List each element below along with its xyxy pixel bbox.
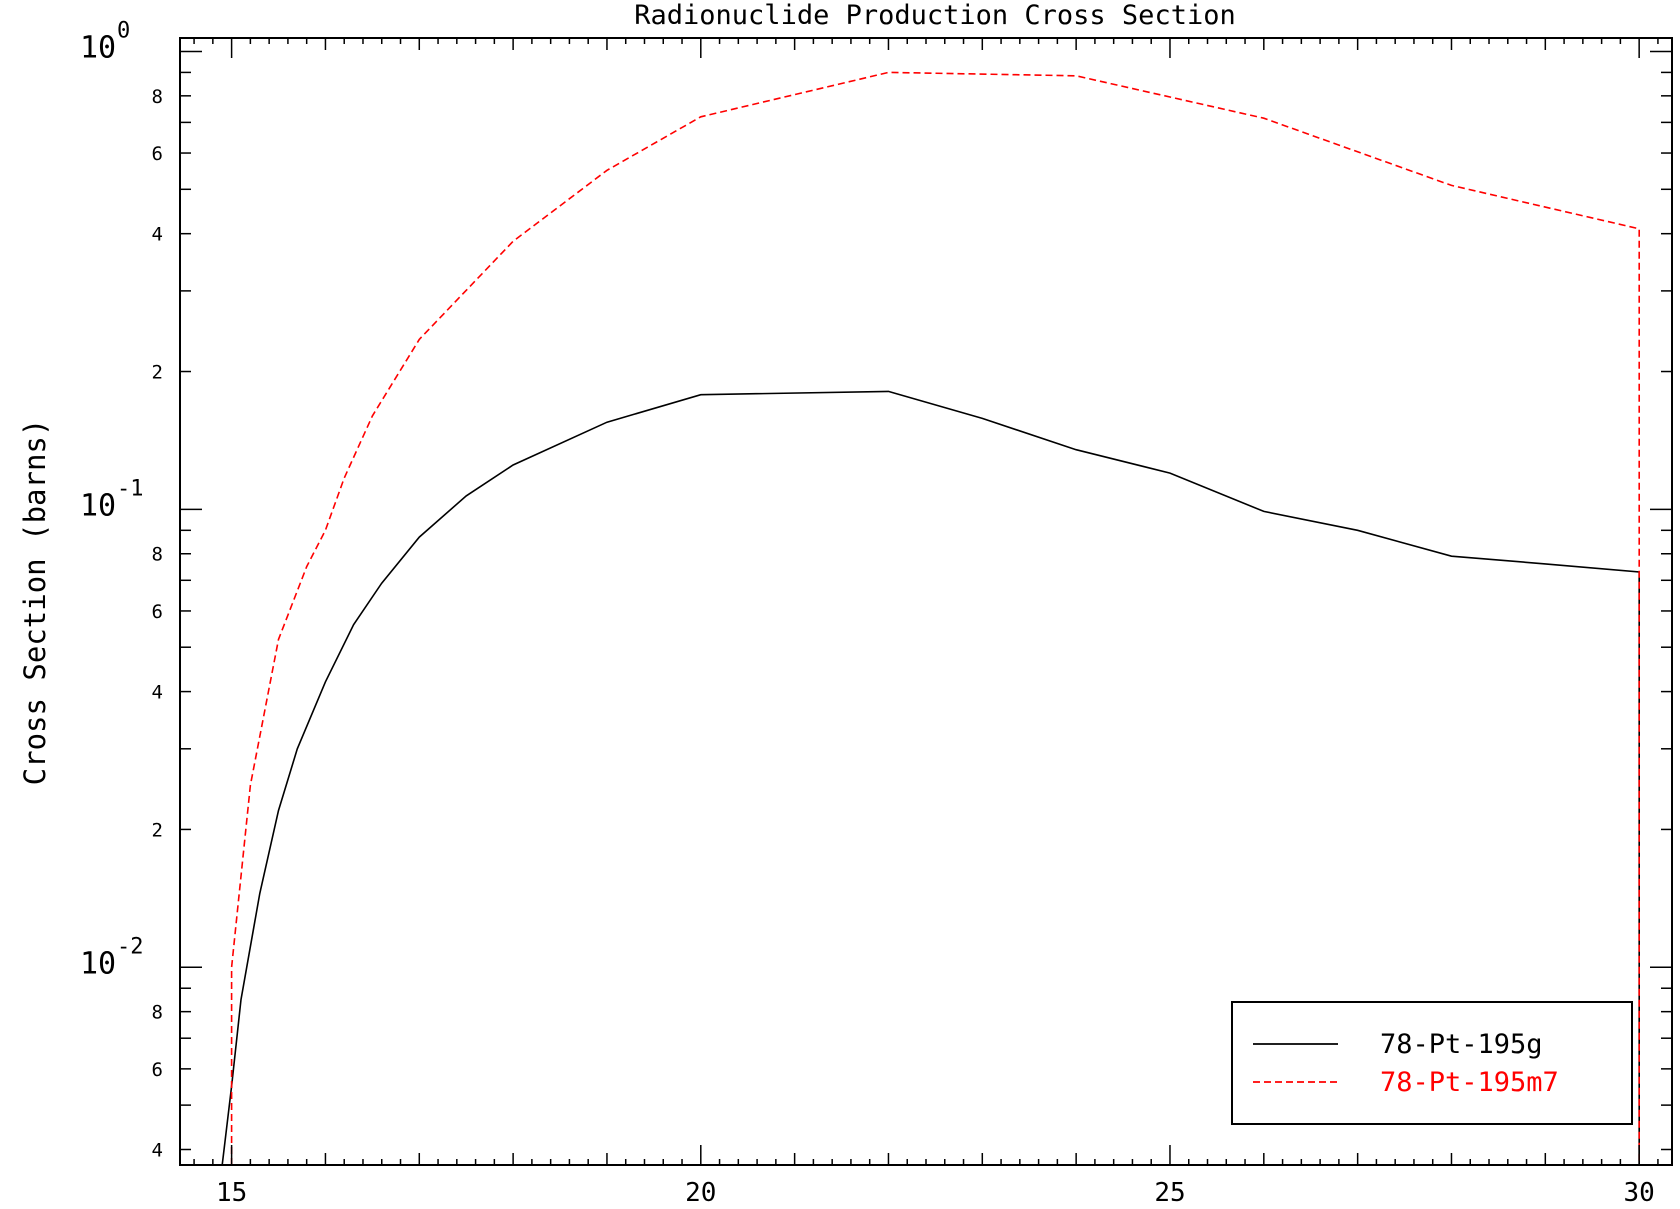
x-tick-label: 25	[1154, 1178, 1185, 1208]
y-minor-tick-label: 4	[152, 682, 163, 704]
chart-title: Radionuclide Production Cross Section	[634, 0, 1235, 31]
y-decade-tick-label: 10	[80, 30, 116, 65]
series-line-2	[230, 71, 1640, 1165]
y-decade-tick-exponent: 0	[117, 18, 130, 43]
y-minor-tick-label: 6	[152, 601, 163, 623]
legend-label: 78-Pt-195g	[1380, 1029, 1543, 1060]
x-tick-label: 20	[685, 1178, 716, 1208]
y-minor-tick-label: 2	[152, 819, 163, 841]
plot-frame	[179, 37, 1673, 1166]
y-minor-tick-label: 8	[152, 86, 163, 108]
y-decade-tick-label: 10	[80, 488, 116, 523]
legend-box	[1231, 1001, 1633, 1125]
x-tick-label: 15	[216, 1178, 247, 1208]
y-minor-tick-label: 4	[152, 1139, 163, 1161]
y-axis-label: Cross Section (barns)	[18, 419, 52, 786]
legend: 78-Pt-195g 78-Pt-195m7	[1231, 1001, 1633, 1125]
y-minor-tick-label: 2	[152, 362, 163, 384]
y-minor-tick-label: 6	[152, 143, 163, 165]
y-decade-tick-label: 10	[80, 946, 116, 981]
series-layer	[221, 71, 1640, 1166]
y-minor-tick-label: 6	[152, 1059, 163, 1081]
y-minor-tick-label: 8	[152, 544, 163, 566]
y-decade-tick-exponent: -2	[117, 934, 144, 959]
y-decade-tick-exponent: -1	[117, 476, 144, 501]
series-line-1	[221, 390, 1640, 1166]
legend-label: 78-Pt-195m7	[1380, 1067, 1559, 1098]
y-minor-tick-label: 4	[152, 224, 163, 246]
x-tick-label: 30	[1624, 1178, 1655, 1208]
axis-ticks	[180, 38, 1672, 1165]
y-minor-tick-label: 8	[152, 1002, 163, 1024]
